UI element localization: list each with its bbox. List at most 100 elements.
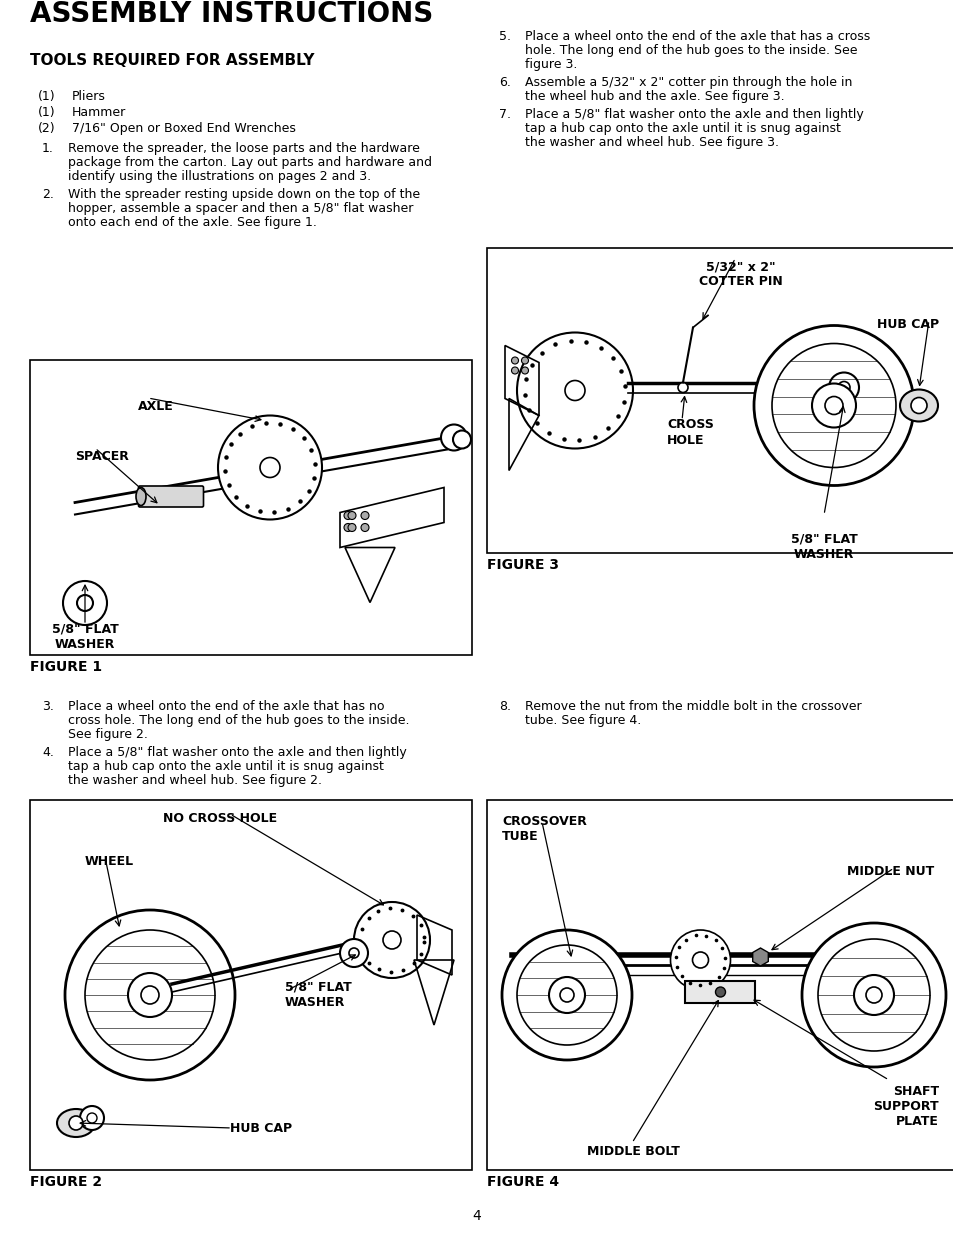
Circle shape bbox=[344, 524, 352, 531]
Circle shape bbox=[811, 384, 855, 427]
Text: AXLE: AXLE bbox=[138, 400, 173, 412]
Circle shape bbox=[801, 923, 945, 1067]
Text: HUB CAP: HUB CAP bbox=[230, 1121, 292, 1135]
Text: 4: 4 bbox=[472, 1209, 481, 1223]
Circle shape bbox=[521, 367, 528, 374]
Text: ASSEMBLY INSTRUCTIONS: ASSEMBLY INSTRUCTIONS bbox=[30, 0, 433, 28]
Circle shape bbox=[548, 977, 584, 1013]
Text: SHAFT
SUPPORT
PLATE: SHAFT SUPPORT PLATE bbox=[872, 1086, 938, 1128]
Text: 3.: 3. bbox=[42, 700, 53, 713]
Text: 5/32" x 2"
COTTER PIN: 5/32" x 2" COTTER PIN bbox=[698, 261, 781, 288]
Circle shape bbox=[678, 383, 687, 393]
Circle shape bbox=[141, 986, 159, 1004]
Text: 5/8" FLAT
WASHER: 5/8" FLAT WASHER bbox=[790, 534, 857, 561]
Circle shape bbox=[344, 511, 352, 520]
Text: Place a 5/8" flat washer onto the axle and then lightly: Place a 5/8" flat washer onto the axle a… bbox=[68, 746, 406, 760]
Circle shape bbox=[715, 987, 724, 997]
Bar bbox=[685, 981, 755, 1003]
Text: SPACER: SPACER bbox=[75, 450, 129, 463]
Circle shape bbox=[354, 902, 430, 978]
Text: See figure 2.: See figure 2. bbox=[68, 727, 148, 741]
FancyBboxPatch shape bbox=[138, 487, 203, 508]
Circle shape bbox=[865, 987, 882, 1003]
Circle shape bbox=[521, 357, 528, 364]
Text: MIDDLE BOLT: MIDDLE BOLT bbox=[586, 1145, 679, 1158]
Text: Hammer: Hammer bbox=[71, 106, 126, 119]
Circle shape bbox=[853, 974, 893, 1015]
Bar bbox=[486, 248, 953, 553]
Text: Pliers: Pliers bbox=[71, 90, 106, 103]
Text: tap a hub cap onto the axle until it is snug against: tap a hub cap onto the axle until it is … bbox=[68, 760, 383, 773]
Text: the washer and wheel hub. See figure 3.: the washer and wheel hub. See figure 3. bbox=[524, 136, 779, 149]
Text: hopper, assemble a spacer and then a 5/8" flat washer: hopper, assemble a spacer and then a 5/8… bbox=[68, 203, 413, 215]
Text: hole. The long end of the hub goes to the inside. See: hole. The long end of the hub goes to th… bbox=[524, 44, 857, 57]
Text: 2.: 2. bbox=[42, 188, 53, 201]
Text: Assemble a 5/32" x 2" cotter pin through the hole in: Assemble a 5/32" x 2" cotter pin through… bbox=[524, 77, 851, 89]
Ellipse shape bbox=[899, 389, 937, 421]
Circle shape bbox=[753, 326, 913, 485]
Text: Place a wheel onto the end of the axle that has a cross: Place a wheel onto the end of the axle t… bbox=[524, 30, 869, 43]
Text: Place a 5/8" flat washer onto the axle and then lightly: Place a 5/8" flat washer onto the axle a… bbox=[524, 107, 862, 121]
Circle shape bbox=[517, 332, 633, 448]
Text: NO CROSS HOLE: NO CROSS HOLE bbox=[163, 811, 276, 825]
Text: Remove the nut from the middle bolt in the crossover: Remove the nut from the middle bolt in t… bbox=[524, 700, 861, 713]
Text: tube. See figure 4.: tube. See figure 4. bbox=[524, 714, 640, 727]
Circle shape bbox=[824, 396, 842, 415]
Circle shape bbox=[910, 398, 926, 414]
Text: the washer and wheel hub. See figure 2.: the washer and wheel hub. See figure 2. bbox=[68, 774, 322, 787]
Text: 7/16" Open or Boxed End Wrenches: 7/16" Open or Boxed End Wrenches bbox=[71, 122, 295, 135]
Text: figure 3.: figure 3. bbox=[524, 58, 577, 70]
Circle shape bbox=[87, 1113, 97, 1123]
Circle shape bbox=[65, 910, 234, 1079]
Circle shape bbox=[128, 973, 172, 1016]
Text: With the spreader resting upside down on the top of the: With the spreader resting upside down on… bbox=[68, 188, 419, 201]
Circle shape bbox=[349, 948, 358, 958]
Text: cross hole. The long end of the hub goes to the inside.: cross hole. The long end of the hub goes… bbox=[68, 714, 409, 727]
Circle shape bbox=[348, 524, 355, 531]
Bar bbox=[30, 359, 472, 655]
Circle shape bbox=[63, 580, 107, 625]
Text: identify using the illustrations on pages 2 and 3.: identify using the illustrations on page… bbox=[68, 170, 371, 183]
Ellipse shape bbox=[136, 488, 146, 505]
Text: FIGURE 1: FIGURE 1 bbox=[30, 659, 102, 674]
Circle shape bbox=[348, 511, 355, 520]
Circle shape bbox=[69, 1116, 83, 1130]
Circle shape bbox=[382, 931, 400, 948]
Text: 5/8" FLAT
WASHER: 5/8" FLAT WASHER bbox=[285, 981, 352, 1009]
Text: (1): (1) bbox=[38, 106, 55, 119]
Text: 5/8" FLAT
WASHER: 5/8" FLAT WASHER bbox=[51, 622, 118, 651]
Text: (1): (1) bbox=[38, 90, 55, 103]
Circle shape bbox=[360, 511, 369, 520]
Circle shape bbox=[837, 382, 849, 394]
Text: FIGURE 2: FIGURE 2 bbox=[30, 1174, 102, 1189]
Circle shape bbox=[360, 524, 369, 531]
Text: CROSSOVER
TUBE: CROSSOVER TUBE bbox=[501, 815, 586, 844]
Text: Place a wheel onto the end of the axle that has no: Place a wheel onto the end of the axle t… bbox=[68, 700, 384, 713]
Text: 8.: 8. bbox=[498, 700, 511, 713]
Circle shape bbox=[817, 939, 929, 1051]
Circle shape bbox=[440, 425, 467, 451]
Circle shape bbox=[339, 939, 368, 967]
Circle shape bbox=[828, 373, 858, 403]
Text: 7.: 7. bbox=[498, 107, 511, 121]
Circle shape bbox=[218, 415, 322, 520]
Circle shape bbox=[517, 945, 617, 1045]
Circle shape bbox=[77, 595, 92, 611]
Circle shape bbox=[511, 367, 518, 374]
Text: FIGURE 4: FIGURE 4 bbox=[486, 1174, 558, 1189]
Circle shape bbox=[511, 357, 518, 364]
Circle shape bbox=[670, 930, 730, 990]
Text: 6.: 6. bbox=[498, 77, 511, 89]
Circle shape bbox=[80, 1107, 104, 1130]
Text: tap a hub cap onto the axle until it is snug against: tap a hub cap onto the axle until it is … bbox=[524, 122, 840, 135]
Ellipse shape bbox=[57, 1109, 95, 1137]
Bar bbox=[30, 800, 472, 1170]
Text: FIGURE 3: FIGURE 3 bbox=[486, 558, 558, 572]
Circle shape bbox=[85, 930, 214, 1060]
Text: HUB CAP: HUB CAP bbox=[876, 317, 938, 331]
Text: WHEEL: WHEEL bbox=[85, 855, 134, 868]
Circle shape bbox=[453, 431, 471, 448]
Text: Remove the spreader, the loose parts and the hardware: Remove the spreader, the loose parts and… bbox=[68, 142, 419, 156]
Text: TOOLS REQUIRED FOR ASSEMBLY: TOOLS REQUIRED FOR ASSEMBLY bbox=[30, 53, 314, 68]
Circle shape bbox=[559, 988, 574, 1002]
